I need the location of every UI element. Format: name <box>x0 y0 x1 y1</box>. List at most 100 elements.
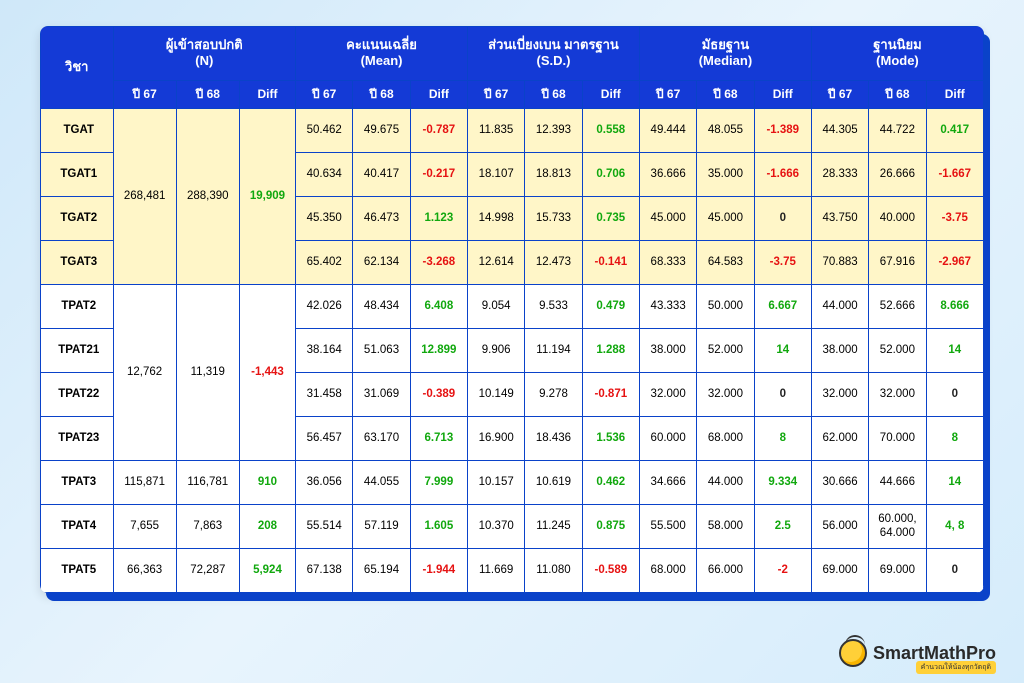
cell-mode: 28.333 <box>811 152 868 196</box>
cell-mean-diff: -0.787 <box>410 108 467 152</box>
cell-median: 52.000 <box>697 328 754 372</box>
cell-median: 66.000 <box>697 548 754 592</box>
cell-median: 48.055 <box>697 108 754 152</box>
cell-n: 5,924 <box>239 548 295 592</box>
cell-n: 208 <box>239 504 295 548</box>
cell-mean: 45.350 <box>296 196 353 240</box>
cell-sd: 11.669 <box>468 548 525 592</box>
cell-subject: TPAT23 <box>41 416 114 460</box>
cell-n: -1,443 <box>239 284 295 460</box>
colgroup-sd: ส่วนเบี่ยงเบน มาตรฐาน (S.D.) <box>468 27 640 81</box>
cell-mode-diff: 4, 8 <box>926 504 983 548</box>
cell-mean: 46.473 <box>353 196 410 240</box>
col-sub: ปี 67 <box>113 80 176 108</box>
cell-sd: 9.533 <box>525 284 582 328</box>
cell-mode: 69.000 <box>811 548 868 592</box>
cell-n: 11,319 <box>176 284 239 460</box>
cell-mean: 57.119 <box>353 504 410 548</box>
cell-mean: 36.056 <box>296 460 353 504</box>
cell-median: 55.500 <box>639 504 696 548</box>
cell-median: 50.000 <box>697 284 754 328</box>
table-body: TGAT268,481288,39019,90950.46249.675-0.7… <box>41 108 984 592</box>
cell-mean: 31.069 <box>353 372 410 416</box>
cell-mode-diff: 0 <box>926 548 983 592</box>
cell-mode-diff: -2.967 <box>926 240 983 284</box>
cell-mean: 65.402 <box>296 240 353 284</box>
cell-sd: 11.194 <box>525 328 582 372</box>
cell-median: 45.000 <box>697 196 754 240</box>
cell-median-diff: 0 <box>754 372 811 416</box>
col-mean-en: (Mean) <box>361 53 403 68</box>
cell-mode: 26.666 <box>869 152 926 196</box>
cell-mean: 49.675 <box>353 108 410 152</box>
cell-sd-diff: 0.735 <box>582 196 639 240</box>
cell-mean-diff: 6.713 <box>410 416 467 460</box>
col-mode-en: (Mode) <box>876 53 919 68</box>
cell-sd: 16.900 <box>468 416 525 460</box>
col-sub: ปี 67 <box>811 80 868 108</box>
cell-subject: TPAT3 <box>41 460 114 504</box>
cell-mode: 44.000 <box>811 284 868 328</box>
cell-median: 35.000 <box>697 152 754 196</box>
cell-sd-diff: -0.141 <box>582 240 639 284</box>
cell-sd: 18.436 <box>525 416 582 460</box>
col-n-th: ผู้เข้าสอบปกติ <box>166 37 243 52</box>
cell-mean: 42.026 <box>296 284 353 328</box>
cell-mode-diff: -1.667 <box>926 152 983 196</box>
cell-sd: 18.107 <box>468 152 525 196</box>
cell-sd: 15.733 <box>525 196 582 240</box>
cell-subject: TGAT1 <box>41 152 114 196</box>
col-sub: Diff <box>754 80 811 108</box>
cell-mode: 40.000 <box>869 196 926 240</box>
cell-n: 19,909 <box>239 108 295 284</box>
cell-n: 7,655 <box>113 504 176 548</box>
cell-mean-diff: -0.389 <box>410 372 467 416</box>
cell-n: 72,287 <box>176 548 239 592</box>
cell-mode: 44.305 <box>811 108 868 152</box>
cell-median-diff: 14 <box>754 328 811 372</box>
cell-sd-diff: 0.462 <box>582 460 639 504</box>
cell-median: 32.000 <box>639 372 696 416</box>
col-sub: ปี 68 <box>353 80 410 108</box>
cell-n: 910 <box>239 460 295 504</box>
cell-median-diff: 0 <box>754 196 811 240</box>
cell-subject: TPAT21 <box>41 328 114 372</box>
cell-mode-diff: 0.417 <box>926 108 983 152</box>
cell-sd-diff: 1.536 <box>582 416 639 460</box>
table-row: TPAT566,36372,2875,92467.13865.194-1.944… <box>41 548 984 592</box>
cell-mean-diff: 12.899 <box>410 328 467 372</box>
cell-n: 268,481 <box>113 108 176 284</box>
stats-table: วิชา ผู้เข้าสอบปกติ (N) คะแนนเฉลี่ย (Mea… <box>40 26 984 593</box>
cell-sd: 12.393 <box>525 108 582 152</box>
cell-n: 116,781 <box>176 460 239 504</box>
cell-mean-diff: -0.217 <box>410 152 467 196</box>
col-mean-th: คะแนนเฉลี่ย <box>346 37 417 52</box>
col-sub: ปี 68 <box>869 80 926 108</box>
cell-median: 68.000 <box>697 416 754 460</box>
cell-n: 7,863 <box>176 504 239 548</box>
cell-median-diff: -1.666 <box>754 152 811 196</box>
cell-median: 68.333 <box>639 240 696 284</box>
col-sub: ปี 68 <box>525 80 582 108</box>
cell-n: 288,390 <box>176 108 239 284</box>
cell-median-diff: 8 <box>754 416 811 460</box>
cell-sd-diff: 1.288 <box>582 328 639 372</box>
cell-mode: 52.000 <box>869 328 926 372</box>
cell-n: 115,871 <box>113 460 176 504</box>
cell-mode-diff: 8.666 <box>926 284 983 328</box>
table-row: TPAT212,76211,319-1,44342.02648.4346.408… <box>41 284 984 328</box>
cell-sd: 11.080 <box>525 548 582 592</box>
col-median-th: มัธยฐาน <box>702 37 749 52</box>
cell-sd: 9.278 <box>525 372 582 416</box>
cell-mean-diff: 7.999 <box>410 460 467 504</box>
cell-sd: 12.473 <box>525 240 582 284</box>
col-n-en: (N) <box>195 53 213 68</box>
table-row: TGAT268,481288,39019,90950.46249.675-0.7… <box>41 108 984 152</box>
col-sub: ปี 67 <box>639 80 696 108</box>
colgroup-n: ผู้เข้าสอบปกติ (N) <box>113 27 296 81</box>
cell-mean-diff: 1.605 <box>410 504 467 548</box>
col-median-en: (Median) <box>699 53 752 68</box>
cell-median-diff: -1.389 <box>754 108 811 152</box>
table-head: วิชา ผู้เข้าสอบปกติ (N) คะแนนเฉลี่ย (Mea… <box>41 27 984 109</box>
cell-mode: 62.000 <box>811 416 868 460</box>
